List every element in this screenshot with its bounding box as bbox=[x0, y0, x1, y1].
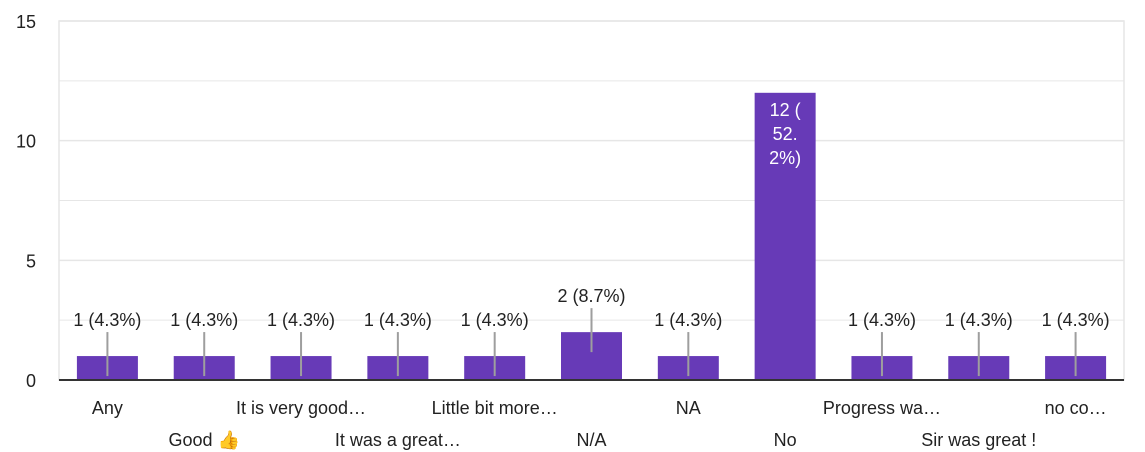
y-tick-label: 15 bbox=[16, 12, 36, 32]
data-label: 1 (4.3%) bbox=[654, 310, 722, 330]
data-label: 1 (4.3%) bbox=[945, 310, 1013, 330]
data-label: 2 (8.7%) bbox=[557, 286, 625, 306]
data-label: 1 (4.3%) bbox=[848, 310, 916, 330]
category-label: NA bbox=[676, 398, 701, 418]
category-label: Good 👍 bbox=[169, 429, 240, 450]
y-tick-label: 10 bbox=[16, 132, 36, 152]
category-label: N/A bbox=[576, 430, 606, 450]
category-label: Little bit more… bbox=[432, 398, 558, 418]
data-label: 1 (4.3%) bbox=[461, 310, 529, 330]
data-label: 1 (4.3%) bbox=[1042, 310, 1110, 330]
category-label: no co… bbox=[1045, 398, 1107, 418]
category-label: It is very good… bbox=[236, 398, 366, 418]
data-label: 1 (4.3%) bbox=[364, 310, 432, 330]
category-label: Sir was great ! bbox=[921, 430, 1036, 450]
y-axis-ticks: 0 5 10 15 bbox=[16, 12, 36, 391]
category-label: No bbox=[774, 430, 797, 450]
category-labels: Any Good 👍 It is very good… It was a great…… bbox=[92, 398, 1107, 450]
y-tick-label: 5 bbox=[26, 251, 36, 271]
data-label: 12 (52. 2%) bbox=[769, 100, 801, 168]
bar bbox=[754, 92, 816, 381]
data-labels: 1 (4.3%) 1 (4.3%) 1 (4.3%) 1 (4.3%) 1 (4.3%)… bbox=[73, 100, 1110, 377]
data-label: 1 (4.3%) bbox=[73, 310, 141, 330]
data-label: 1 (4.3%) bbox=[267, 310, 335, 330]
y-tick-label: 0 bbox=[26, 371, 36, 391]
data-label: 1 (4.3%) bbox=[170, 310, 238, 330]
category-label: Progress wa… bbox=[823, 398, 941, 418]
category-label: It was a great… bbox=[335, 430, 461, 450]
category-label: Any bbox=[92, 398, 123, 418]
